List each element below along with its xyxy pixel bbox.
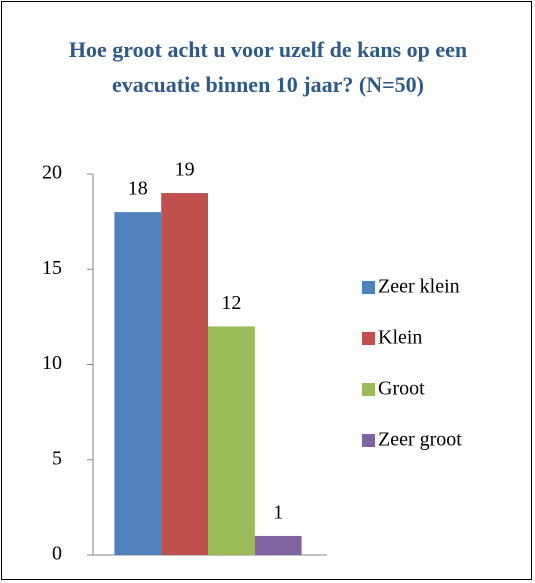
legend-label: Groot <box>378 378 425 400</box>
bar <box>208 326 255 555</box>
y-tick-label: 0 <box>52 543 62 565</box>
legend-swatch <box>362 434 375 447</box>
y-tick-label: 10 <box>42 352 62 374</box>
legend-label: Klein <box>378 327 422 349</box>
legend-label: Zeer groot <box>378 429 462 451</box>
bar <box>114 212 162 555</box>
data-label: 18 <box>128 178 148 200</box>
y-tick-label: 15 <box>42 257 62 279</box>
legend-swatch <box>362 281 375 294</box>
y-tick-label: 5 <box>52 447 62 469</box>
y-tick-label: 20 <box>42 162 62 184</box>
data-label: 1 <box>273 502 283 524</box>
bar <box>254 535 302 555</box>
bar <box>161 193 208 556</box>
data-label: 19 <box>175 159 195 181</box>
legend-swatch <box>362 332 375 345</box>
legend-swatch <box>362 383 375 396</box>
chart-title: Hoe groot acht u voor uzelf de kans op e… <box>68 37 468 97</box>
data-label: 12 <box>221 292 241 314</box>
legend-label: Zeer klein <box>378 276 460 298</box>
